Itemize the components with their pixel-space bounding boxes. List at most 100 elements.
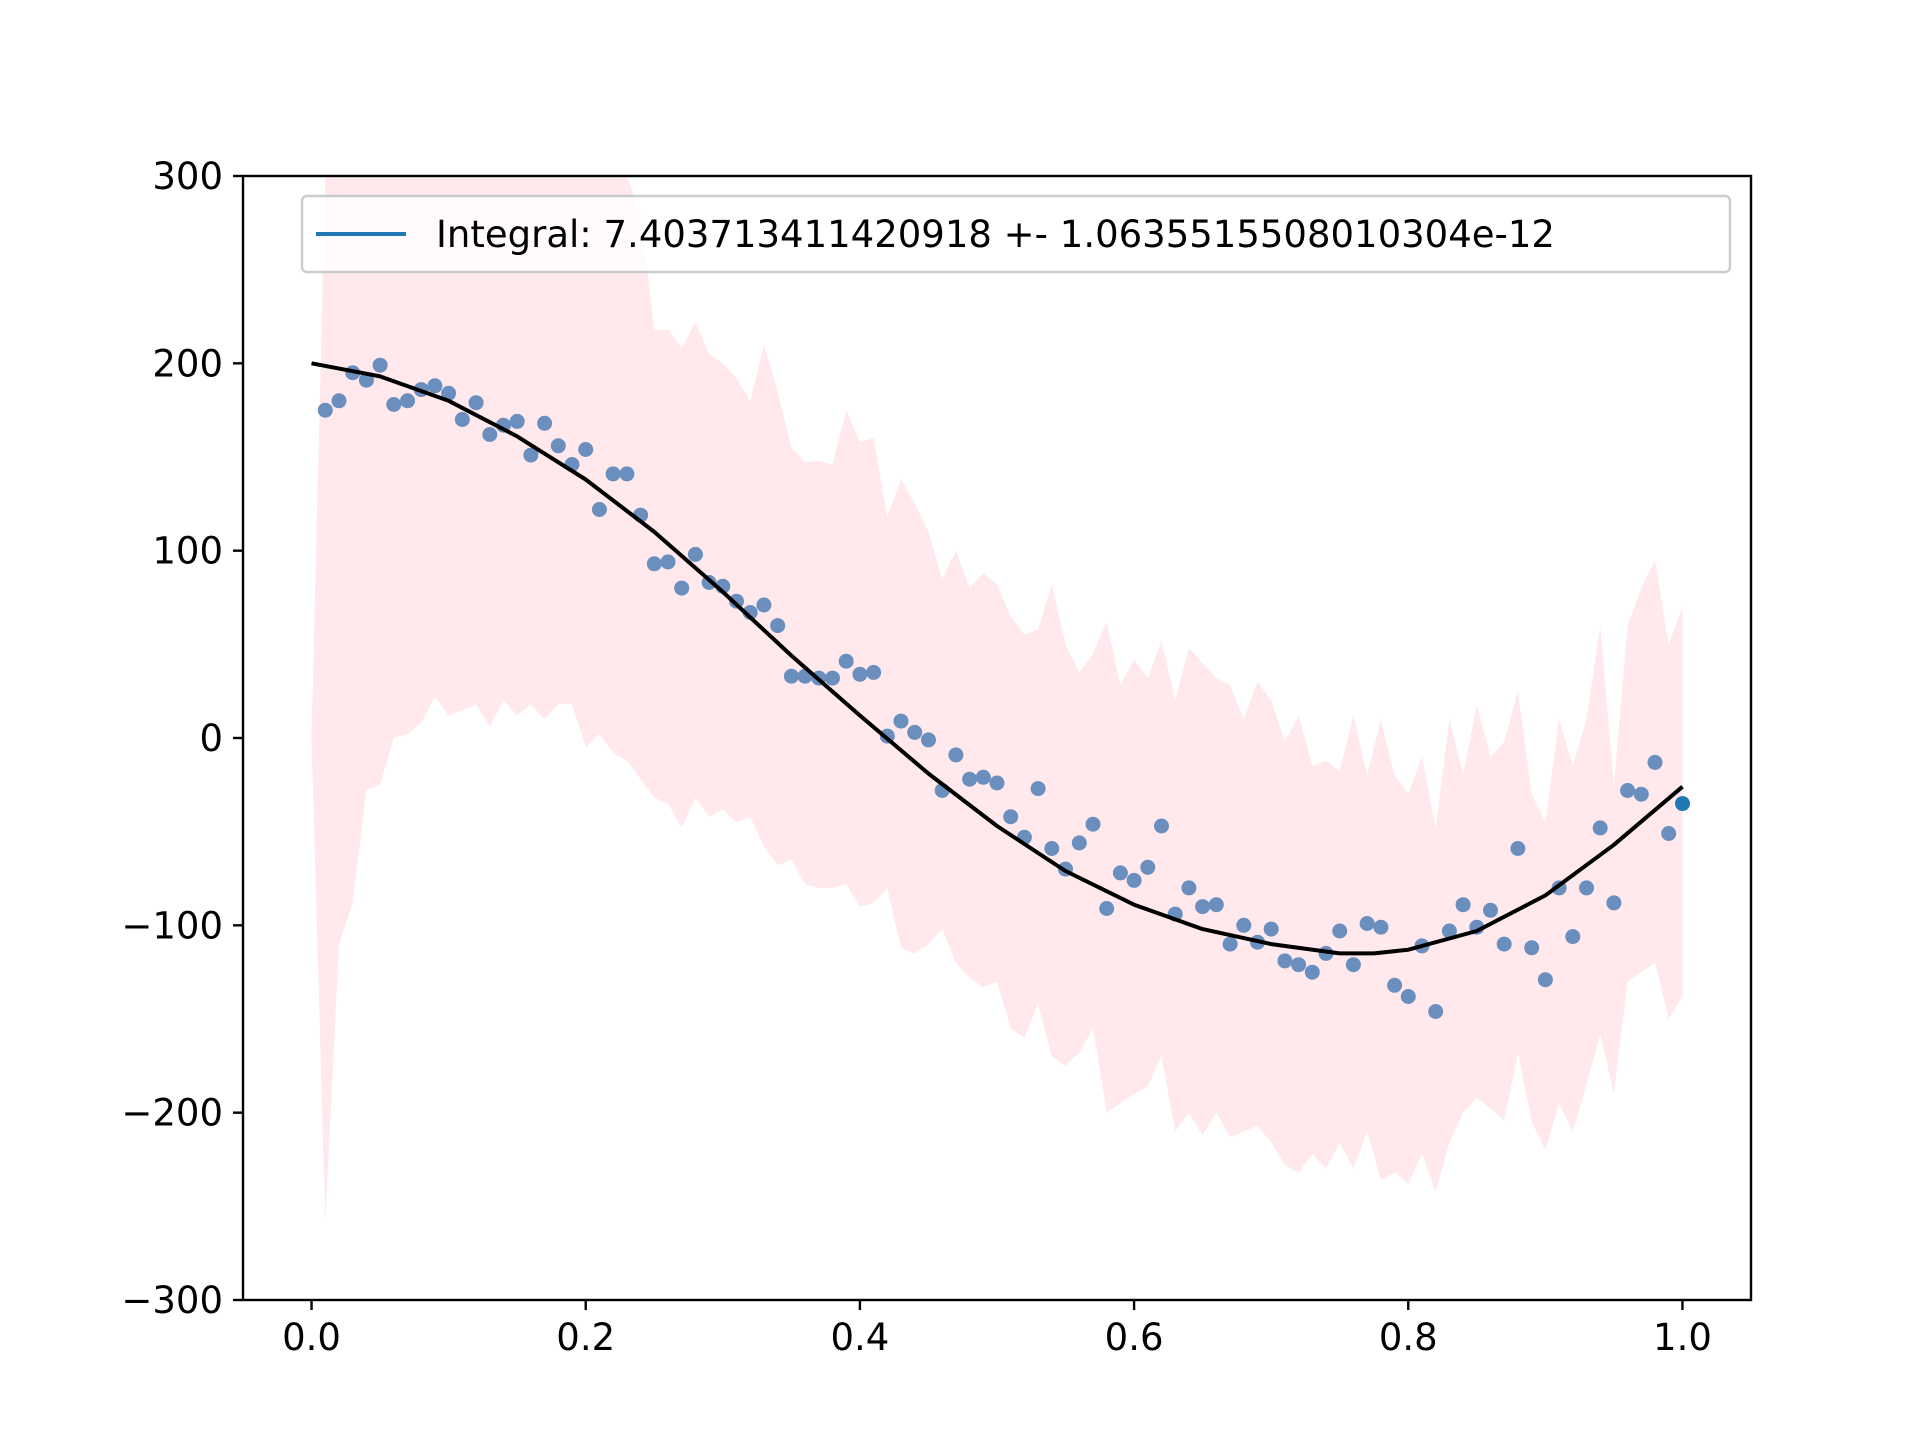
data-point	[1496, 936, 1512, 952]
data-point	[427, 378, 443, 394]
data-point	[468, 395, 484, 411]
data-point	[1441, 923, 1457, 939]
data-point	[646, 556, 662, 572]
data-point	[1592, 820, 1608, 836]
data-point	[1181, 880, 1197, 896]
data-point	[1195, 899, 1211, 915]
y-tick-label: −300	[121, 1279, 223, 1322]
data-point	[523, 447, 539, 463]
data-point	[962, 771, 978, 787]
data-point	[1236, 917, 1252, 933]
data-point	[687, 546, 703, 562]
data-point	[770, 618, 786, 634]
data-point	[441, 385, 457, 401]
legend: Integral: 7.403713411420918 +- 1.0635515…	[300, 194, 1732, 274]
data-point	[1154, 818, 1169, 834]
data-point	[907, 724, 923, 740]
data-point	[454, 412, 470, 427]
data-point	[1387, 977, 1403, 993]
x-axis-ticks: 0.0 0.2 0.4 0.6 0.8 1.0	[282, 1300, 1712, 1359]
data-point	[1483, 902, 1498, 918]
x-tick-label: 1.0	[1653, 1316, 1712, 1359]
data-point	[1524, 940, 1540, 956]
data-point	[1208, 897, 1224, 913]
legend-label: Integral: 7.403713411420918 +- 1.0635515…	[436, 213, 1555, 256]
data-point	[852, 666, 868, 682]
data-point	[482, 427, 498, 442]
data-point	[921, 732, 936, 748]
data-point	[317, 402, 333, 418]
data-point	[1400, 989, 1416, 1004]
y-tick-label: 200	[152, 342, 223, 385]
data-point	[1606, 895, 1622, 911]
data-point	[729, 593, 744, 609]
data-point	[1071, 835, 1087, 851]
y-axis-ticks: −300 −200 −100 0 100 200 300	[121, 155, 243, 1322]
data-point	[1332, 923, 1348, 939]
data-point	[400, 393, 415, 409]
data-point	[1044, 841, 1060, 856]
data-point	[1565, 929, 1581, 945]
data-point	[1003, 809, 1019, 825]
data-point	[1030, 781, 1046, 797]
data-point	[1633, 786, 1649, 802]
data-point	[948, 747, 964, 763]
data-point	[660, 554, 676, 570]
x-tick-label: 0.4	[830, 1316, 889, 1359]
x-tick-label: 0.8	[1379, 1316, 1438, 1359]
data-point	[1126, 872, 1142, 888]
y-tick-label: 100	[152, 530, 223, 573]
data-point	[1222, 936, 1238, 952]
data-point	[1579, 880, 1594, 896]
data-point	[509, 413, 525, 429]
data-point	[372, 357, 388, 373]
data-point	[825, 670, 840, 686]
data-point	[386, 397, 402, 412]
data-point	[605, 466, 621, 482]
error-band	[311, 176, 1683, 1222]
data-point	[1345, 957, 1361, 973]
x-tick-label: 0.2	[556, 1316, 615, 1359]
y-tick-label: −200	[121, 1092, 223, 1135]
data-point	[1085, 816, 1101, 832]
data-point	[550, 438, 566, 454]
data-point	[1675, 796, 1690, 812]
data-point	[893, 713, 909, 729]
data-point	[1304, 964, 1320, 980]
data-point	[1537, 972, 1553, 988]
data-point	[1291, 957, 1307, 973]
data-point	[1620, 783, 1636, 798]
data-point	[838, 653, 854, 669]
data-point	[866, 664, 882, 680]
error-band-layer	[311, 176, 1683, 1222]
data-point	[975, 769, 991, 785]
data-point	[1099, 901, 1115, 916]
data-point	[1263, 921, 1279, 937]
data-point	[674, 580, 690, 596]
data-point	[1455, 897, 1471, 913]
data-point	[756, 597, 772, 613]
scatter-points-layer	[317, 357, 1690, 1019]
data-point	[331, 393, 347, 409]
legend-box	[300, 194, 1732, 274]
data-point	[1140, 859, 1156, 875]
y-tick-label: 0	[199, 717, 223, 760]
y-tick-label: 300	[152, 155, 223, 198]
x-tick-label: 0.0	[282, 1316, 341, 1359]
data-point	[1661, 826, 1677, 841]
x-tick-label: 0.6	[1105, 1316, 1164, 1359]
data-point	[989, 775, 1005, 791]
data-point	[619, 466, 635, 482]
data-point	[783, 668, 799, 684]
data-point	[1647, 754, 1663, 770]
fit-curve	[311, 361, 1684, 956]
data-point	[591, 502, 607, 517]
data-point	[1359, 916, 1375, 931]
data-point	[578, 442, 594, 457]
data-point	[1277, 953, 1293, 969]
data-point	[1112, 865, 1128, 881]
data-point	[1428, 1004, 1444, 1019]
y-tick-label: −100	[121, 904, 223, 947]
data-point	[1510, 841, 1526, 856]
